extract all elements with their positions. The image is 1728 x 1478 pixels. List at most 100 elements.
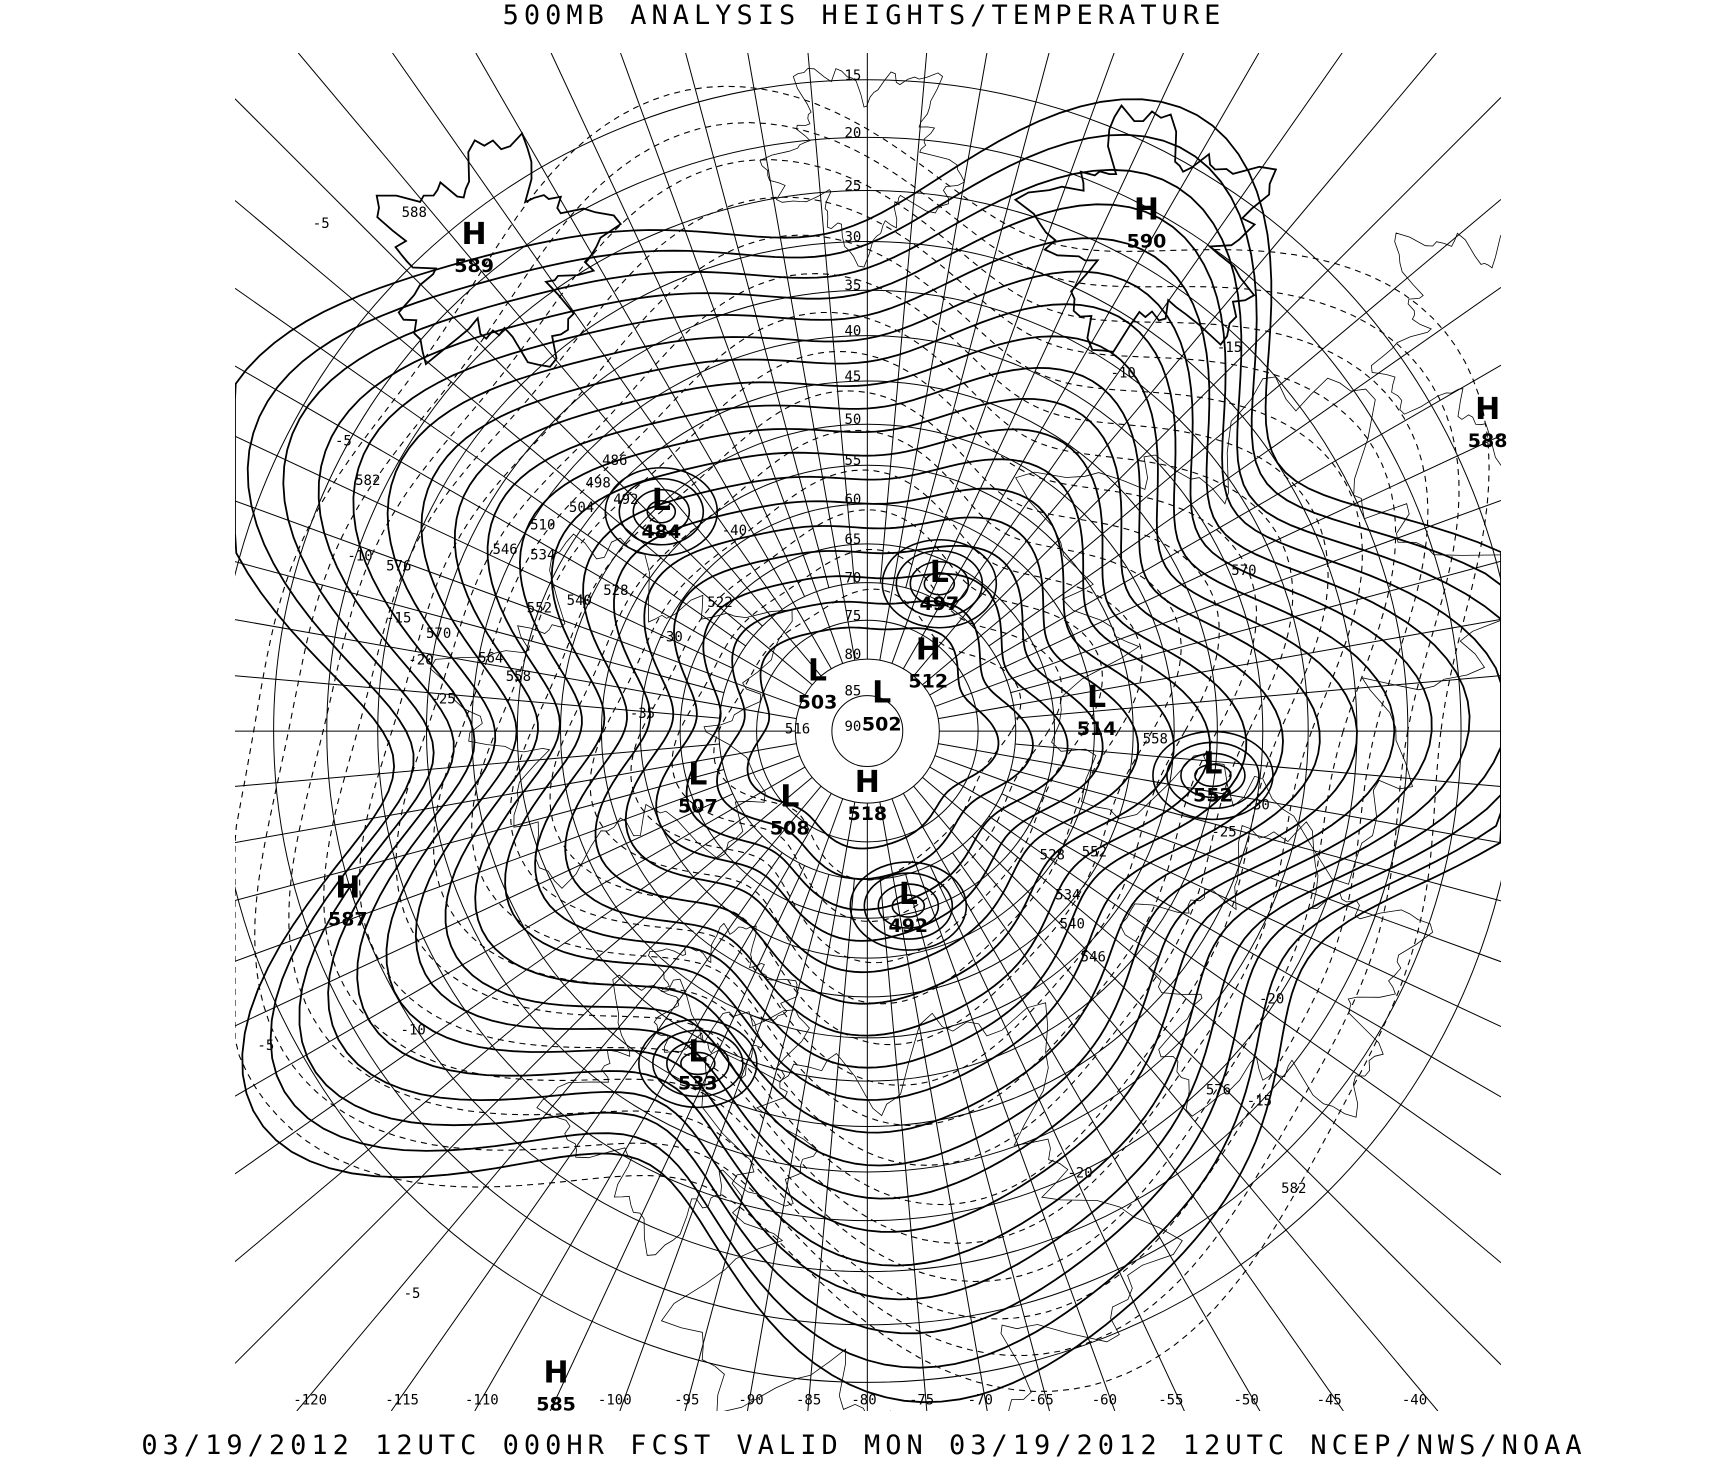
height-contour-label: 516 xyxy=(785,721,810,737)
latitude-label: 90 xyxy=(844,719,861,735)
meridian xyxy=(807,878,855,1411)
low-pressure-marker: L xyxy=(780,780,799,815)
pressure-center-value: 497 xyxy=(919,593,959,615)
meridian xyxy=(235,435,734,669)
longitude-label: -60 xyxy=(1092,1393,1117,1409)
temperature-contour-label: -20 xyxy=(408,653,433,669)
latitude-label: 65 xyxy=(844,532,861,548)
temperature-contour xyxy=(509,390,1220,1086)
meridian xyxy=(929,766,1501,1098)
meridian xyxy=(1010,769,1501,902)
longitude-label: -50 xyxy=(1234,1393,1259,1409)
meridian xyxy=(922,198,1501,686)
height-contour-label: 528 xyxy=(603,583,628,599)
height-contour-label: 576 xyxy=(1206,1082,1231,1098)
longitude-label: -120 xyxy=(293,1393,327,1409)
high-pressure-marker: H xyxy=(1475,392,1500,427)
temperature-contour-label: -10 xyxy=(347,548,372,564)
meridian xyxy=(934,755,1501,963)
height-contour xyxy=(716,600,1034,880)
low-contour xyxy=(895,549,984,618)
temperature-contour-label: -5 xyxy=(404,1286,421,1302)
longitude-label: -100 xyxy=(598,1393,632,1409)
low-pressure-marker: L xyxy=(899,877,918,912)
pressure-center-value: 590 xyxy=(1127,231,1167,253)
meridian xyxy=(235,675,720,719)
height-contour-label: 498 xyxy=(586,475,611,491)
temperature-contour-label: -20 xyxy=(1259,992,1284,1008)
height-contour-label: 522 xyxy=(707,595,732,611)
height-contour xyxy=(655,545,1104,942)
pressure-center-value: 518 xyxy=(847,803,887,825)
latitude-label: 50 xyxy=(844,412,861,428)
meridian xyxy=(619,798,844,1411)
temperature-contour-label: -15 xyxy=(386,611,411,627)
pressure-center-value: 512 xyxy=(908,670,948,692)
meridian xyxy=(905,874,1050,1411)
latitude-label: 70 xyxy=(844,571,861,587)
temperature-contour xyxy=(549,429,1182,1046)
meridian xyxy=(235,619,797,720)
height-contour xyxy=(414,303,1396,1200)
pressure-center-value: 589 xyxy=(454,255,494,277)
meridian xyxy=(235,766,806,1097)
meridian xyxy=(1015,743,1501,788)
low-pressure-marker: L xyxy=(652,483,671,518)
height-contour-label: 570 xyxy=(1231,563,1256,579)
longitude-label: -85 xyxy=(796,1393,821,1409)
low-contour xyxy=(646,499,677,524)
temperature-contour-label: -10 xyxy=(1111,366,1136,382)
high-pressure-marker: H xyxy=(1134,193,1159,228)
meridian xyxy=(549,865,806,1411)
meridian xyxy=(952,852,1344,1411)
meridian xyxy=(807,53,855,584)
low-contour xyxy=(1152,730,1274,821)
height-contour-label: 492 xyxy=(613,492,638,508)
high-pressure-marker: H xyxy=(916,632,941,667)
height-contour xyxy=(246,133,1501,1369)
latitude-label: 45 xyxy=(844,369,861,385)
low-contour xyxy=(638,1018,758,1109)
meridian xyxy=(235,815,747,1175)
temperature-contour xyxy=(288,159,1429,1320)
meridian xyxy=(879,53,928,584)
height-contour-label: 558 xyxy=(506,669,531,685)
height-contour-label: 534 xyxy=(1055,887,1080,903)
meridian xyxy=(235,755,800,962)
height-contour-label: 534 xyxy=(530,547,555,563)
height-contour-label: 570 xyxy=(426,626,451,642)
temperature-contour-label: -15 xyxy=(1247,1093,1272,1109)
pressure-center-value: 503 xyxy=(798,691,838,713)
low-pressure-marker: L xyxy=(872,675,891,710)
pressure-center-value: 502 xyxy=(862,713,902,735)
meridian xyxy=(235,365,806,696)
height-contour xyxy=(685,572,1069,911)
high-pressure-marker: H xyxy=(855,765,880,800)
meridian xyxy=(902,53,1260,669)
low-contour xyxy=(1194,763,1232,788)
longitude-label: -55 xyxy=(1158,1393,1183,1409)
coastline xyxy=(660,1002,1183,1411)
longitude-label: -45 xyxy=(1317,1393,1342,1409)
low-pressure-marker: L xyxy=(1087,680,1106,715)
map-labels: 15 20 25 30 35 40 45 50 55 60 65 70 75 80 85 90 -120 -115… xyxy=(257,68,1507,1416)
low-contour xyxy=(909,560,970,607)
meridian xyxy=(474,793,832,1411)
low-pressure-marker: L xyxy=(1203,746,1222,781)
low-contour xyxy=(618,477,705,546)
meridian xyxy=(913,53,1437,677)
meridian xyxy=(684,874,830,1411)
longitude-label: -115 xyxy=(385,1393,419,1409)
height-contour xyxy=(746,626,1000,850)
temperature-contour xyxy=(630,509,1103,964)
meridian xyxy=(879,53,988,661)
meridian xyxy=(685,53,830,588)
meridian xyxy=(746,801,856,1411)
meridian xyxy=(296,785,822,1411)
height-contour-label: 582 xyxy=(1281,1181,1306,1197)
temperature-contour-label: -35 xyxy=(630,706,655,722)
height-contour xyxy=(624,516,1140,974)
low-contour xyxy=(604,466,719,557)
height-contour xyxy=(444,335,1358,1167)
meridian xyxy=(913,785,1439,1411)
